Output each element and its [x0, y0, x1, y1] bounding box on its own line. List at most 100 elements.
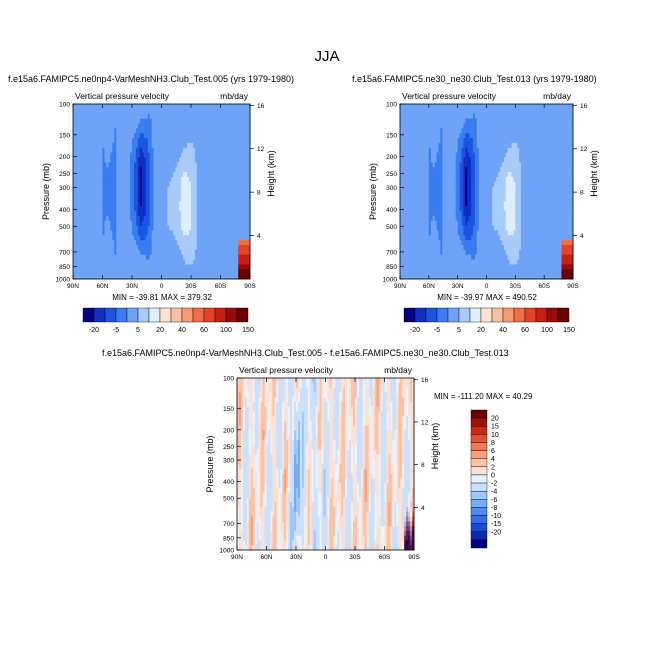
heatmap-cell — [232, 235, 235, 241]
heatmap-cell — [118, 269, 121, 275]
heatmap-cell — [173, 162, 176, 168]
heatmap-cell — [181, 230, 184, 236]
heatmap-cell — [78, 240, 82, 246]
heatmap-cell — [173, 191, 176, 197]
heatmap-cell — [86, 259, 90, 265]
heatmap-cell — [112, 181, 115, 188]
heatmap-cell — [155, 118, 158, 124]
heatmap-cell — [403, 123, 407, 129]
heatmap-cell — [159, 157, 162, 163]
heatmap-cell — [153, 191, 156, 197]
heatmap-cell — [130, 249, 133, 256]
heatmap-cell — [222, 191, 225, 197]
heatmap-cell — [240, 142, 243, 149]
heatmap-cell — [139, 113, 143, 119]
heatmap-cell — [78, 108, 82, 115]
heatmap-cell — [122, 181, 125, 188]
heatmap-cell — [177, 157, 180, 163]
heatmap-cell — [183, 152, 186, 158]
heatmap-cell — [98, 249, 101, 256]
heatmap-cell — [135, 196, 139, 202]
heatmap-cell — [175, 147, 178, 154]
heatmap-cell — [236, 167, 239, 173]
heatmap-cell — [198, 181, 202, 188]
heatmap-cell — [118, 162, 121, 168]
heatmap-cell — [128, 230, 131, 236]
heatmap-cell — [224, 138, 227, 144]
heatmap-cell — [167, 191, 170, 197]
heatmap-cell — [147, 176, 151, 183]
heatmap-cell — [130, 186, 133, 192]
heatmap-cell — [163, 244, 166, 251]
heatmap-cell — [191, 215, 194, 222]
heatmap-cell — [74, 133, 78, 139]
heatmap-cell — [94, 118, 97, 124]
heatmap-cell — [112, 118, 115, 124]
heatmap-cell — [407, 201, 411, 207]
heatmap-cell — [400, 220, 403, 226]
heatmap-cell — [104, 113, 107, 119]
heatmap-cell — [224, 210, 227, 217]
heatmap-cell — [73, 108, 76, 115]
heatmap-cell — [104, 142, 107, 149]
heatmap-cell — [417, 269, 420, 275]
heatmap-cell — [210, 113, 214, 119]
heatmap-cell — [238, 225, 241, 231]
heatmap-cell — [155, 215, 158, 222]
heatmap-cell — [234, 104, 237, 110]
heatmap-cell — [133, 186, 137, 192]
heatmap-cell — [185, 181, 188, 188]
heatmap-cell — [104, 235, 107, 241]
heatmap-cell — [98, 123, 101, 129]
heatmap-cell — [248, 259, 251, 265]
heatmap-cell — [145, 152, 149, 158]
heatmap-cell — [206, 210, 210, 217]
heatmap-cell — [104, 133, 107, 139]
heatmap-cell — [100, 172, 103, 178]
heatmap-cell — [405, 274, 409, 280]
heatmap-cell — [147, 142, 151, 149]
heatmap-cell — [411, 133, 414, 139]
heatmap-cell — [218, 240, 221, 246]
heatmap-cell — [194, 123, 198, 129]
heatmap-cell — [407, 264, 411, 270]
heatmap-cell — [86, 172, 90, 178]
heatmap-cell — [242, 186, 245, 192]
heatmap-cell — [204, 113, 208, 119]
heatmap-cell — [401, 108, 405, 115]
heatmap-cell — [137, 249, 141, 256]
heatmap-cell — [411, 274, 414, 280]
heatmap-cell — [191, 196, 194, 202]
heatmap-cell — [133, 269, 137, 275]
heatmap-cell — [141, 123, 145, 129]
heatmap-cell — [413, 147, 416, 154]
heatmap-cell — [82, 240, 86, 246]
heatmap-cell — [218, 152, 221, 158]
heatmap-cell — [163, 142, 166, 149]
heatmap-cell — [100, 220, 103, 226]
heatmap-cell — [124, 210, 127, 217]
heatmap-cell — [210, 181, 214, 188]
heatmap-cell — [191, 206, 194, 212]
heatmap-cell — [88, 147, 92, 154]
heatmap-cell — [210, 128, 214, 134]
heatmap-cell — [157, 269, 160, 275]
heatmap-cell — [106, 220, 109, 226]
heatmap-cell — [133, 201, 137, 207]
heatmap-cell — [171, 128, 174, 134]
heatmap-cell — [218, 133, 221, 139]
heatmap-cell — [165, 244, 168, 251]
heatmap-cell — [163, 274, 166, 280]
heatmap-cell — [246, 128, 249, 134]
heatmap-cell — [413, 186, 416, 192]
heatmap-cell — [242, 181, 245, 188]
heatmap-cell — [246, 118, 249, 124]
heatmap-cell — [84, 274, 88, 280]
heatmap-cell — [86, 235, 90, 241]
heatmap-cell — [151, 108, 155, 115]
heatmap-cell — [183, 274, 186, 280]
heatmap-cell — [153, 176, 156, 183]
heatmap-cell — [192, 264, 196, 270]
heatmap-cell — [147, 108, 151, 115]
heatmap-cell — [141, 201, 145, 207]
